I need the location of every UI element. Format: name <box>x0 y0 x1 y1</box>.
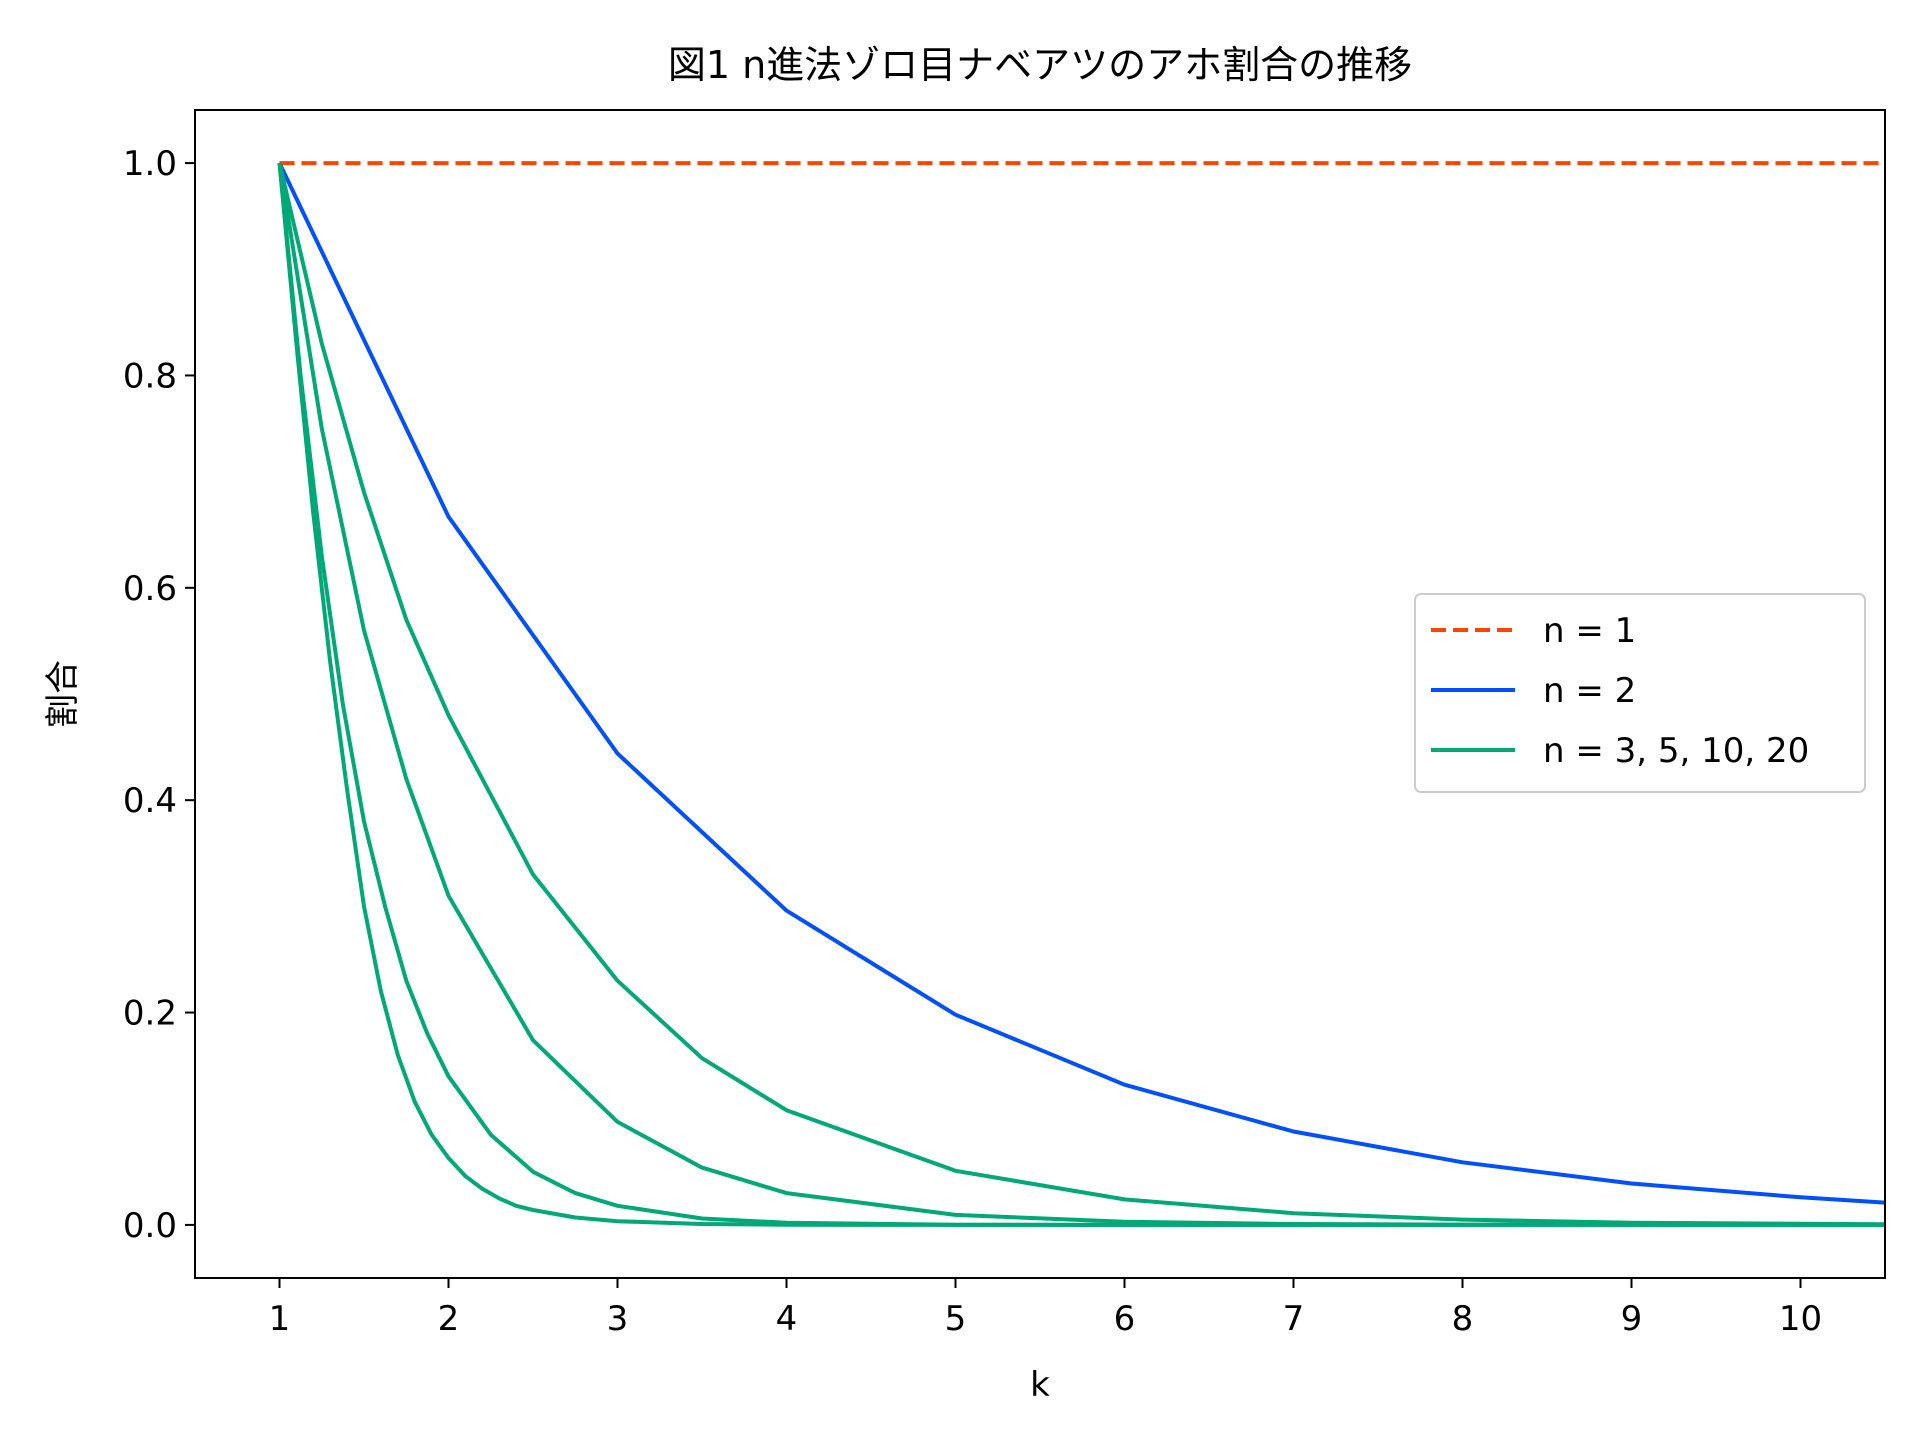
x-tick-label: 9 <box>1621 1299 1643 1339</box>
y-tick-label: 0.0 <box>123 1206 177 1246</box>
series-line-2 <box>277 162 1885 1205</box>
y-tick-label: 1.0 <box>123 144 177 184</box>
x-tick-label: 8 <box>1452 1299 1474 1339</box>
x-axis-label: k <box>1030 1365 1050 1405</box>
x-tick-label: 2 <box>438 1299 460 1339</box>
x-tick-label: 5 <box>945 1299 967 1339</box>
x-tick-label: 4 <box>776 1299 798 1339</box>
y-axis-ticks: 0.0 0.2 0.4 0.6 0.8 1.0 <box>123 144 195 1246</box>
plot-area <box>277 161 1885 1227</box>
legend-label: n = 2 <box>1543 671 1636 711</box>
y-tick-label: 0.6 <box>123 569 177 609</box>
x-tick-label: 6 <box>1114 1299 1136 1339</box>
axes-frame <box>194 109 1886 1279</box>
x-tick-label: 7 <box>1283 1299 1305 1339</box>
x-tick-label: 10 <box>1779 1299 1822 1339</box>
legend-label: n = 3, 5, 10, 20 <box>1543 731 1809 771</box>
x-axis-ticks: 1 2 3 4 5 6 7 8 9 10 <box>269 1278 1822 1339</box>
y-tick-label: 0.4 <box>123 781 177 821</box>
y-axis-label: 割合 <box>43 660 83 728</box>
series-line-3 <box>277 162 1885 1227</box>
legend-label: n = 1 <box>1543 611 1636 651</box>
y-tick-label: 0.2 <box>123 994 177 1034</box>
y-tick-label: 0.8 <box>123 356 177 396</box>
series-line-6 <box>277 162 1885 1227</box>
legend: n = 1 n = 2 n = 3, 5, 10, 20 <box>1414 593 1866 793</box>
chart-title: 図1 n進法ゾロ目ナベアツのアホ割合の推移 <box>668 43 1412 87</box>
x-tick-label: 1 <box>269 1299 291 1339</box>
legend-box <box>1414 593 1866 793</box>
x-tick-label: 3 <box>607 1299 629 1339</box>
